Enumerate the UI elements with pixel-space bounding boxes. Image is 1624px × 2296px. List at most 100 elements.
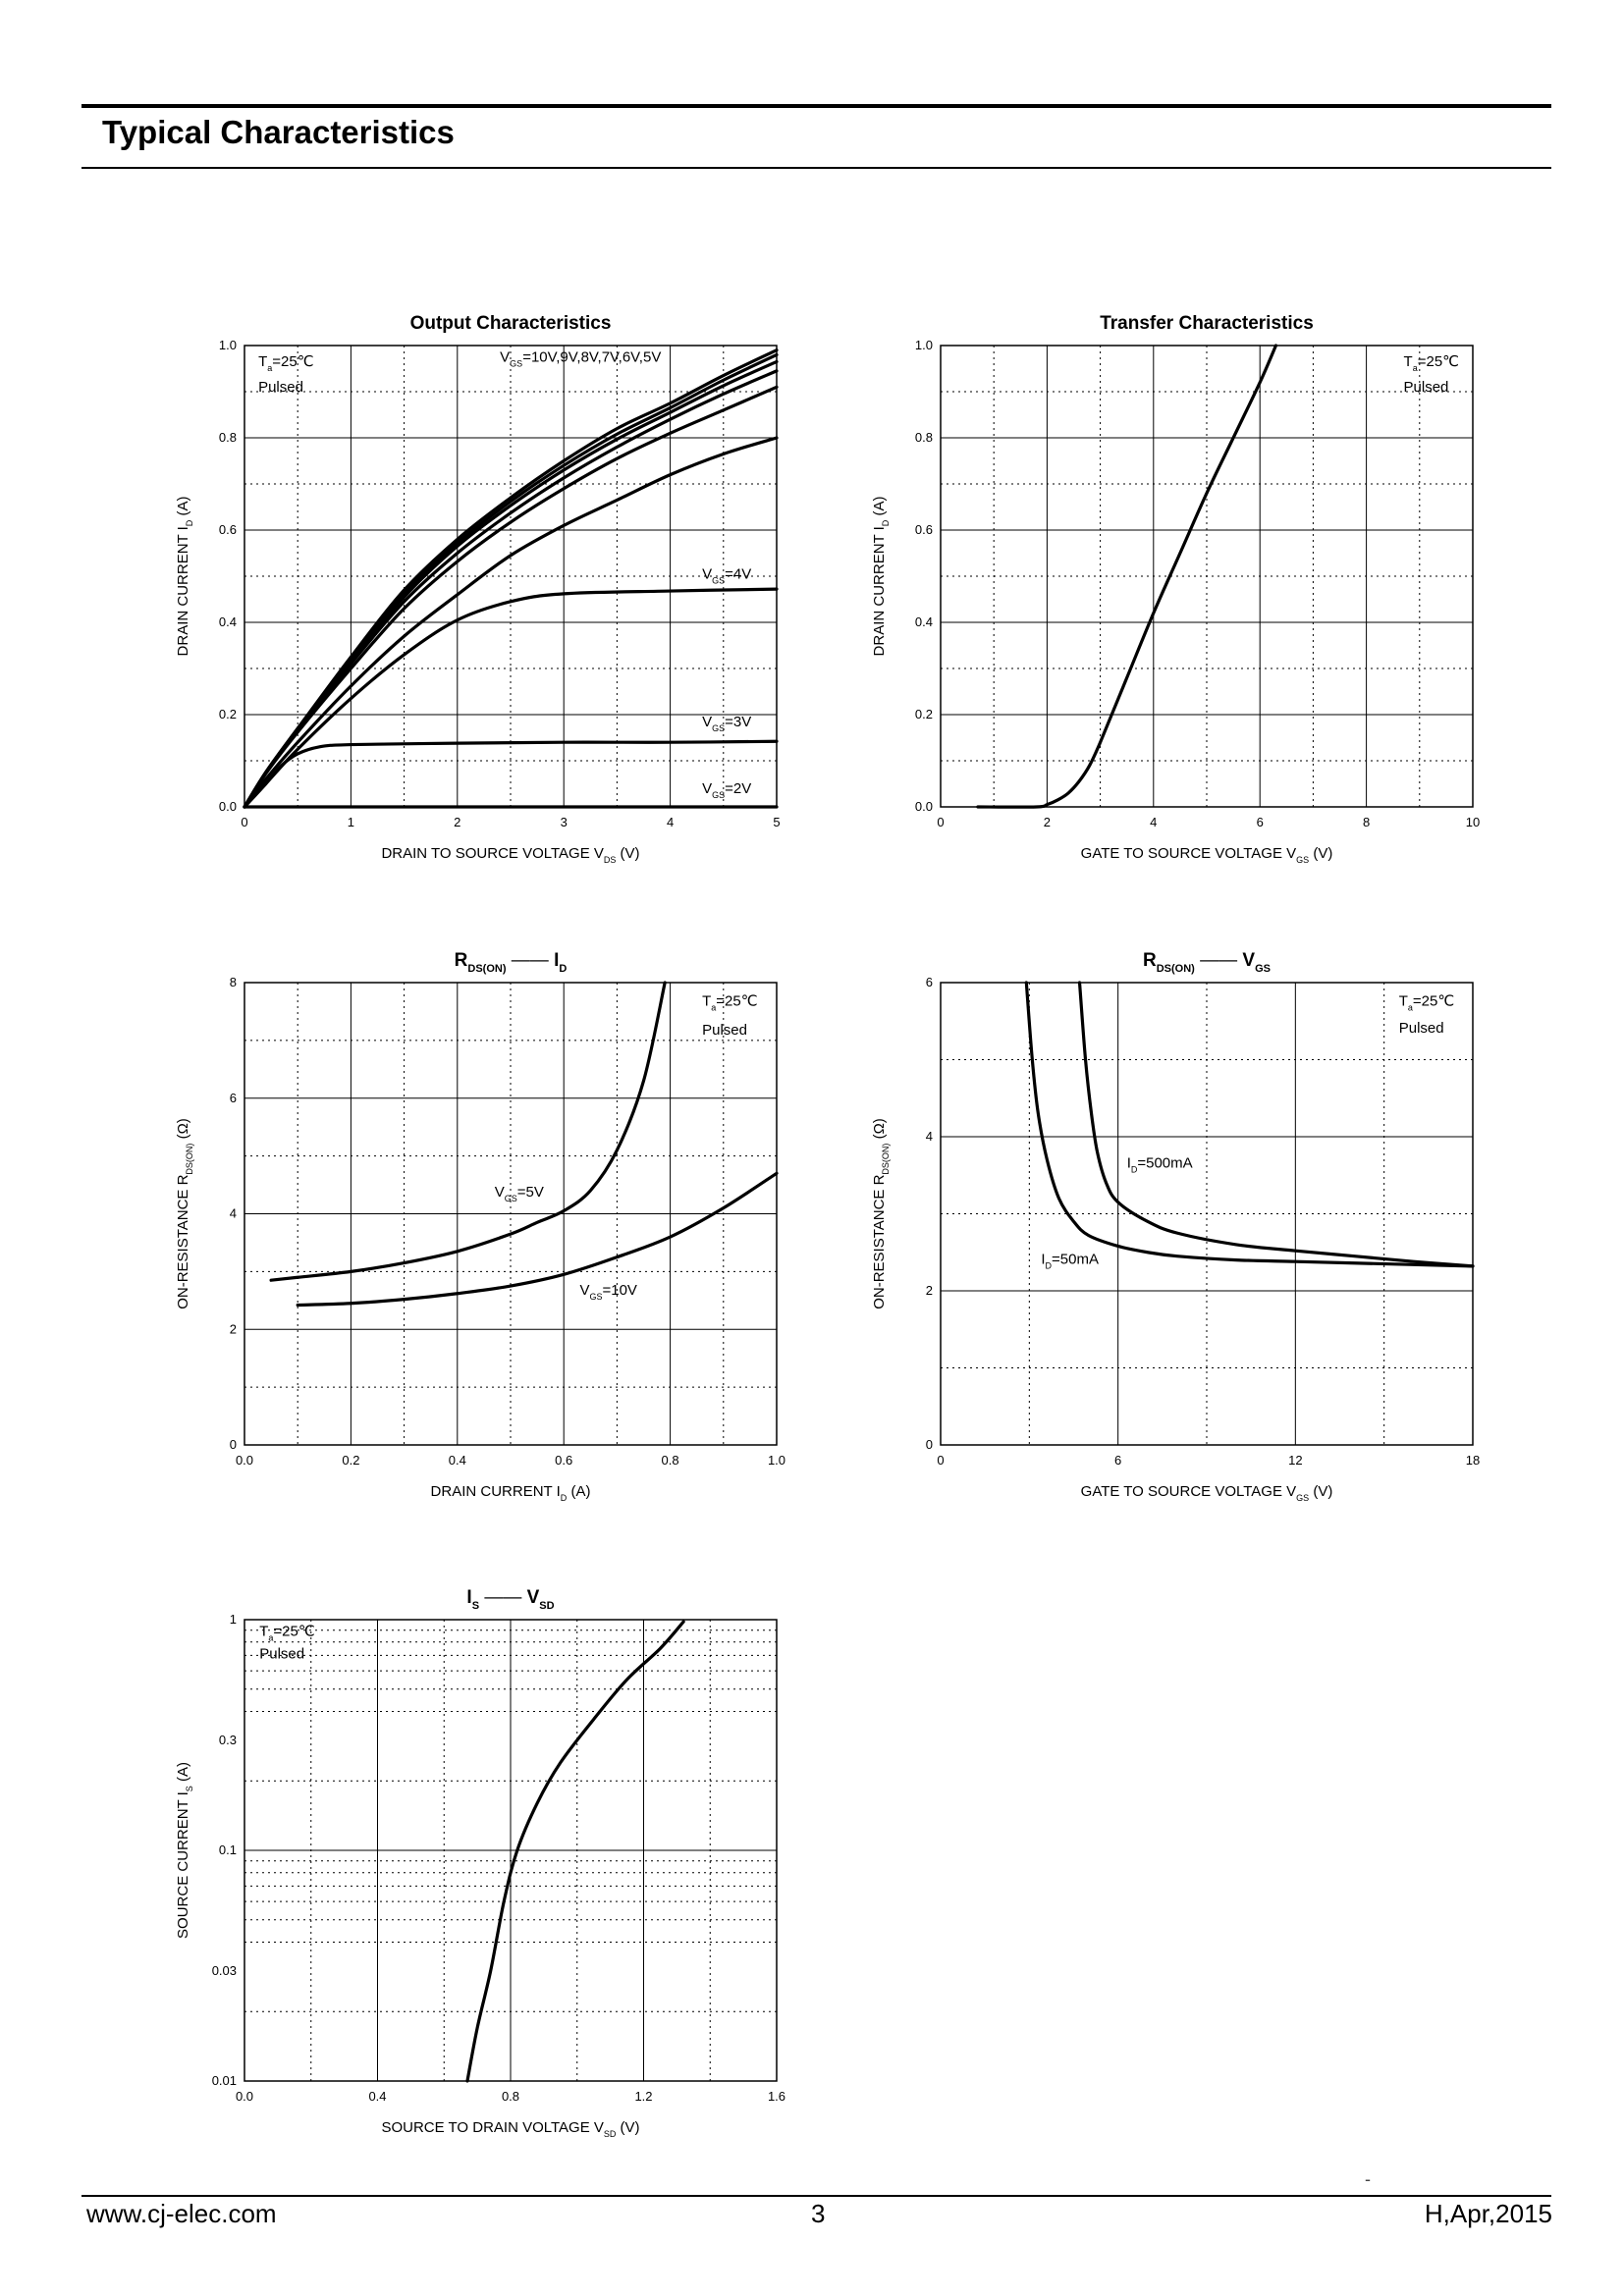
annotation: ID=50mA (1041, 1252, 1099, 1271)
x-axis-label: GATE TO SOURCE VOLTAGE VGS (V) (1081, 845, 1333, 865)
footer-revision: H,Apr,2015 (1424, 2199, 1552, 2228)
chart-title: Output Characteristics (410, 313, 612, 334)
y-tick-label: 0.2 (219, 707, 237, 721)
y-tick-label: 0.6 (219, 522, 237, 537)
annotation: VGS=2V (702, 780, 751, 800)
x-tick-label: 0.4 (368, 2089, 386, 2104)
chart-title: Transfer Characteristics (1100, 313, 1314, 334)
y-tick-label: 0.1 (219, 1842, 237, 1857)
annotation: Pulsed (1399, 1020, 1444, 1037)
annotation: Ta=25℃ (1404, 353, 1459, 373)
x-tick-label: 0.6 (555, 1453, 572, 1468)
annotation: ID=500mA (1127, 1154, 1193, 1174)
y-tick-label: 4 (926, 1129, 933, 1144)
x-tick-label: 12 (1288, 1453, 1302, 1468)
x-tick-label: 0.4 (449, 1453, 466, 1468)
x-tick-label: 4 (1150, 815, 1157, 829)
y-axis-label-group: ON-RESISTANCE RDS(ON) (Ω) (871, 1118, 891, 1309)
series-line-rds_id-0 (269, 981, 667, 1282)
x-tick-label: 1 (348, 815, 354, 829)
plot-frame (244, 982, 778, 1446)
y-tick-label: 0.4 (219, 614, 237, 629)
x-axis-label: DRAIN TO SOURCE VOLTAGE VDS (V) (381, 845, 639, 865)
chart-title: RDS(ON) —— ID (455, 950, 568, 975)
y-tick-label: 0.6 (915, 522, 933, 537)
series-line-output-5 (243, 436, 779, 809)
section-title: Typical Characteristics (102, 114, 455, 150)
plot-frame (244, 1619, 778, 2082)
annotation: Pulsed (702, 1022, 747, 1039)
annotation: Ta=25℃ (259, 1624, 314, 1643)
series-line-rds_vgs-1 (1024, 981, 1475, 1268)
y-tick-label: 8 (230, 975, 237, 989)
series-line-output-0 (243, 348, 779, 809)
title-rule (81, 167, 1551, 169)
y-tick-label: 0.8 (915, 430, 933, 445)
annotation: VGS=4V (702, 565, 751, 585)
plot-frame (940, 345, 1474, 808)
x-tick-label: 0.2 (342, 1453, 359, 1468)
annotation: VGS=5V (495, 1184, 544, 1203)
x-tick-label: 2 (454, 815, 460, 829)
plot-frame (940, 982, 1474, 1446)
chart-rds_vgs: 0 6 12 18 0 2 4 6 RDS(ON) —— VGS GATE TO SOURCE V… (871, 950, 1480, 1503)
y-tick-label: 0 (926, 1437, 933, 1452)
x-tick-label: 0.8 (502, 2089, 519, 2104)
y-tick-label: 0.01 (212, 2073, 237, 2088)
y-tick-label: 0.2 (915, 707, 933, 721)
x-tick-label: 1.0 (768, 1453, 785, 1468)
series-line-is_vsd-0 (465, 1620, 685, 2083)
y-axis-label: ON-RESISTANCE RDS(ON) (Ω) (871, 1118, 891, 1309)
series-line-rds_vgs-0 (1077, 981, 1475, 1268)
annotation: Ta=25℃ (258, 353, 313, 373)
x-tick-label: 5 (773, 815, 780, 829)
chart-title: RDS(ON) —— VGS (1143, 950, 1271, 975)
x-tick-label: 2 (1044, 815, 1051, 829)
top-rule (81, 104, 1551, 108)
y-tick-label: 1 (230, 1612, 237, 1627)
annotation: Pulsed (1404, 379, 1449, 396)
series-line-output-7 (243, 739, 779, 809)
series-line-output-4 (243, 385, 779, 809)
y-tick-label: 0.03 (212, 1963, 237, 1978)
y-tick-label: 0.3 (219, 1733, 237, 1747)
chart-rds_id: 0.0 0.2 0.4 0.6 0.8 1.0 0 2 4 6 8 RDS(ON) —— ID DRAI… (175, 950, 785, 1503)
annotation: Ta=25℃ (702, 993, 757, 1013)
footer-website[interactable]: www.cj-elec.com (86, 2199, 277, 2228)
y-tick-label: 6 (230, 1091, 237, 1105)
x-tick-label: 18 (1466, 1453, 1480, 1468)
x-tick-label: 0.0 (236, 1453, 253, 1468)
y-tick-label: 0.0 (915, 799, 933, 814)
y-tick-label: 6 (926, 975, 933, 989)
y-axis-label: ON-RESISTANCE RDS(ON) (Ω) (175, 1118, 194, 1309)
y-axis-label: DRAIN CURRENT ID (A) (175, 497, 194, 657)
y-axis-label: SOURCE CURRENT IS (A) (175, 1762, 194, 1939)
y-tick-label: 0.8 (219, 430, 237, 445)
x-axis-label: DRAIN CURRENT ID (A) (431, 1483, 591, 1503)
annotation: VGS=10V,9V,8V,7V,6V,5V (500, 348, 661, 368)
series-line-transfer-0 (976, 344, 1278, 809)
x-tick-label: 4 (667, 815, 674, 829)
chart-title: IS —— VSD (466, 1587, 554, 1612)
annotation: Ta=25℃ (1399, 993, 1454, 1013)
footer-mark: - (1365, 2169, 1371, 2189)
x-tick-label: 1.2 (634, 2089, 652, 2104)
x-tick-label: 0 (937, 1453, 944, 1468)
y-tick-label: 0.0 (219, 799, 237, 814)
y-tick-label: 1.0 (219, 338, 237, 352)
annotation: Pulsed (259, 1645, 304, 1662)
annotation: VGS=10V (579, 1282, 636, 1302)
x-tick-label: 6 (1114, 1453, 1121, 1468)
x-tick-label: 3 (561, 815, 568, 829)
series-line-rds_id-1 (296, 1171, 779, 1308)
y-axis-label-group: DRAIN CURRENT ID (A) (175, 497, 194, 657)
x-tick-label: 0.8 (662, 1453, 679, 1468)
x-tick-label: 6 (1257, 815, 1264, 829)
x-tick-label: 1.6 (768, 2089, 785, 2104)
y-axis-label-group: DRAIN CURRENT ID (A) (871, 497, 891, 657)
y-tick-label: 0 (230, 1437, 237, 1452)
x-tick-label: 10 (1466, 815, 1480, 829)
chart-transfer: 0 2 4 6 8 10 0.0 0.2 0.4 0.6 0.8 1.0 Transfer Charac… (871, 313, 1480, 865)
footer-rule (81, 2195, 1551, 2197)
